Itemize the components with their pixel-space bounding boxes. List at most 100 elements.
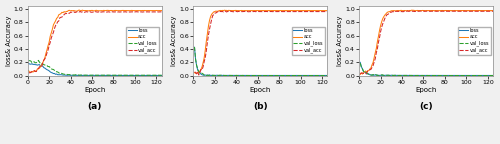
val_acc — [228, 10, 234, 12]
acc — [228, 10, 234, 11]
val_acc — [224, 11, 230, 13]
Y-axis label: loss& Accuracy: loss& Accuracy — [172, 16, 177, 66]
loss — [158, 75, 164, 76]
val_acc — [276, 11, 282, 12]
val_loss — [26, 60, 32, 62]
loss — [303, 75, 309, 76]
loss — [192, 46, 198, 48]
loss — [392, 74, 398, 76]
val_loss — [152, 74, 158, 76]
acc — [392, 10, 398, 12]
loss — [226, 75, 232, 76]
val_acc — [357, 73, 363, 75]
val_loss — [222, 75, 228, 76]
X-axis label: Epoch: Epoch — [250, 87, 271, 93]
acc — [76, 9, 82, 11]
Legend: loss, acc, val_loss, val_acc: loss, acc, val_loss, val_acc — [126, 27, 159, 55]
val_acc — [473, 10, 479, 12]
acc — [222, 9, 228, 11]
acc — [26, 70, 32, 72]
acc — [192, 72, 198, 74]
acc — [470, 10, 476, 12]
loss — [480, 75, 486, 76]
val_loss — [472, 75, 478, 76]
Line: val_acc: val_acc — [360, 11, 493, 74]
val_loss — [61, 73, 67, 75]
val_acc — [110, 11, 116, 13]
acc — [140, 10, 145, 11]
val_loss — [388, 75, 394, 76]
val_loss — [482, 75, 488, 76]
val_acc — [60, 15, 66, 17]
val_acc — [142, 11, 148, 13]
val_acc — [482, 10, 488, 12]
acc — [357, 74, 363, 75]
loss — [152, 75, 158, 76]
acc — [110, 10, 116, 12]
acc — [308, 10, 314, 11]
val_acc — [227, 10, 233, 12]
X-axis label: Epoch: Epoch — [416, 87, 437, 93]
val_loss — [140, 74, 145, 76]
val_acc — [192, 71, 198, 73]
val_loss — [324, 75, 330, 76]
val_loss — [117, 74, 123, 76]
val_acc — [305, 11, 311, 12]
Line: val_acc: val_acc — [29, 11, 162, 73]
Line: loss: loss — [194, 47, 328, 75]
acc — [58, 13, 64, 14]
val_loss — [306, 75, 312, 76]
val_acc — [96, 11, 102, 12]
Line: val_loss: val_loss — [360, 63, 493, 75]
acc — [305, 10, 311, 11]
Text: (c): (c) — [420, 103, 433, 111]
Line: loss: loss — [29, 64, 162, 75]
val_acc — [318, 11, 324, 12]
val_acc — [308, 11, 314, 12]
loss — [137, 75, 143, 76]
Line: val_acc: val_acc — [194, 11, 328, 75]
val_loss — [357, 62, 363, 64]
loss — [140, 75, 146, 76]
loss — [274, 75, 280, 76]
loss — [316, 75, 322, 76]
loss — [317, 75, 323, 76]
loss — [150, 75, 156, 76]
val_acc — [388, 11, 394, 13]
val_loss — [274, 75, 280, 76]
Line: acc: acc — [360, 10, 493, 74]
loss — [490, 75, 496, 76]
acc — [224, 10, 230, 12]
val_acc — [151, 11, 157, 13]
val_loss — [317, 75, 323, 76]
val_acc — [324, 11, 330, 12]
Legend: loss, acc, val_loss, val_acc: loss, acc, val_loss, val_acc — [292, 27, 325, 55]
val_loss — [226, 75, 232, 76]
val_loss — [310, 75, 316, 76]
loss — [108, 75, 114, 76]
val_loss — [392, 75, 398, 76]
loss — [440, 75, 446, 76]
val_acc — [196, 74, 202, 76]
val_acc — [158, 11, 164, 13]
Y-axis label: loss& Accuracy: loss& Accuracy — [6, 16, 12, 66]
acc — [27, 72, 33, 73]
loss — [357, 61, 363, 63]
acc — [388, 10, 394, 12]
loss — [472, 75, 478, 76]
loss — [57, 74, 63, 76]
acc — [473, 10, 479, 11]
loss — [324, 75, 330, 76]
val_loss — [36, 59, 42, 61]
val_loss — [192, 46, 198, 48]
Text: (a): (a) — [88, 103, 102, 111]
acc — [61, 11, 67, 13]
val_acc — [26, 72, 32, 74]
val_loss — [490, 75, 496, 76]
Line: val_loss: val_loss — [29, 60, 162, 75]
acc — [152, 10, 158, 12]
loss — [306, 75, 312, 76]
loss — [388, 74, 394, 76]
Line: acc: acc — [29, 10, 162, 72]
acc — [490, 10, 496, 11]
